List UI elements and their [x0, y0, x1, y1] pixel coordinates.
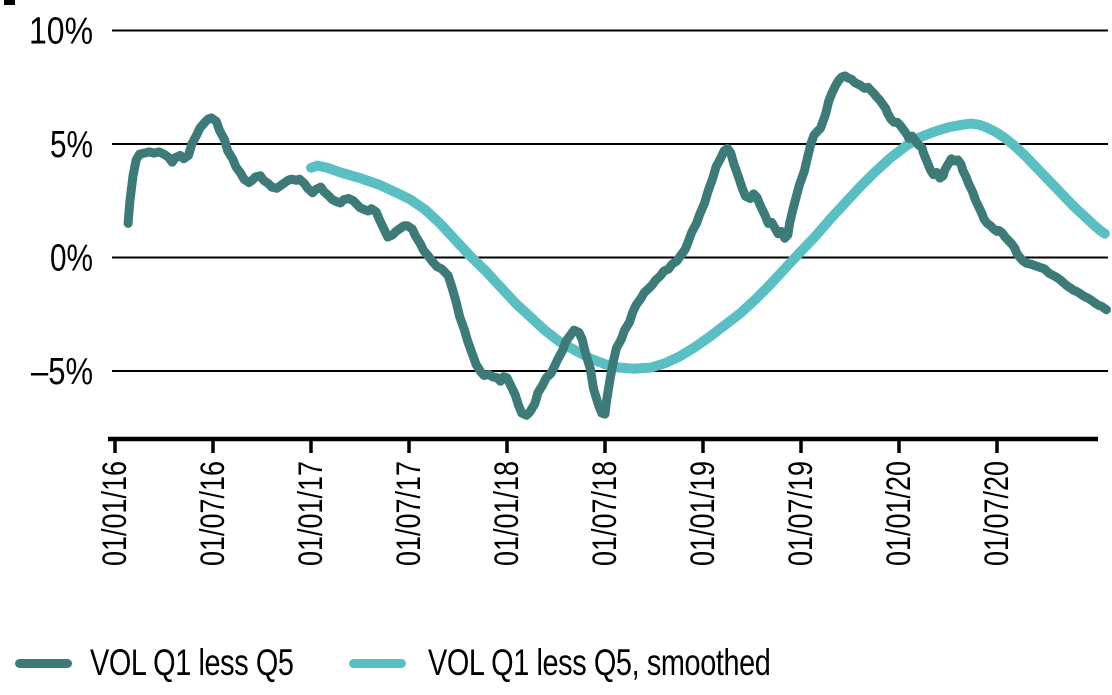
- legend-label-vol-q1-less-q5: VOL Q1 less Q5: [90, 642, 294, 683]
- x-tick-label-4: 01/01/18: [488, 461, 526, 566]
- x-tick-label-7: 01/07/19: [782, 461, 820, 566]
- y-tick-label-3: –5%: [31, 351, 93, 393]
- series-line-vol-q1-less-q5-smoothed: [306, 118, 1110, 374]
- series-line-vol-q1-less-q5: [123, 71, 1111, 420]
- x-tick-label-5: 01/07/18: [586, 461, 624, 566]
- x-tick-label-3: 01/07/17: [390, 461, 428, 566]
- x-tick-label-6: 01/01/19: [684, 461, 722, 566]
- legend-swatch-vol-q1-less-q5: [15, 659, 72, 668]
- x-tick-label-2: 01/01/17: [292, 461, 330, 566]
- legend-label-vol-q1-less-q5-smoothed: VOL Q1 less Q5, smoothed: [428, 642, 771, 683]
- x-tick-label-1: 01/07/16: [194, 461, 232, 566]
- x-tick-label-9: 01/07/20: [978, 461, 1016, 566]
- y-tick-label-2: 0%: [50, 238, 93, 280]
- x-tick-label-0: 01/01/16: [96, 461, 134, 566]
- legend-swatch-vol-q1-less-q5-smoothed: [349, 659, 406, 668]
- x-tick-label-8: 01/01/20: [880, 461, 918, 566]
- y-tick-label-0: 10%: [29, 11, 93, 53]
- y-tick-label-1: 5%: [50, 124, 93, 166]
- crop-artifact-mark: [4, 0, 15, 5]
